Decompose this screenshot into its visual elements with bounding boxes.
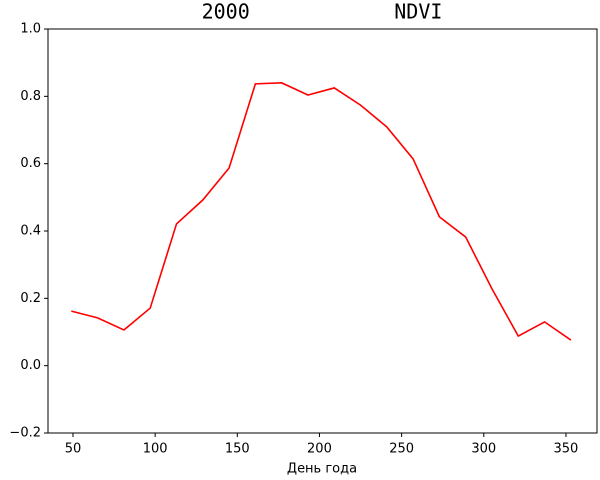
y-tick-label: 0.8 <box>20 89 41 104</box>
x-tick-label: 200 <box>307 442 332 457</box>
y-tick-label: 0.0 <box>20 358 41 373</box>
x-tick-label: 250 <box>389 442 414 457</box>
y-tick-label: 0.2 <box>20 291 41 306</box>
x-tick-label: 300 <box>471 442 496 457</box>
y-tick-label: −0.2 <box>9 426 41 441</box>
x-axis-label: День года <box>287 462 357 477</box>
plot-frame <box>47 28 598 434</box>
y-tick-label: 1.0 <box>20 22 41 37</box>
x-tick-label: 50 <box>65 442 82 457</box>
x-tick-label: 100 <box>143 442 168 457</box>
chart-title: 2000 NDVI <box>202 0 443 24</box>
data-line <box>71 82 572 341</box>
y-tick-label: 0.4 <box>20 224 41 239</box>
y-tick-label: 0.6 <box>20 156 41 171</box>
x-tick-label: 350 <box>554 442 579 457</box>
x-tick-label: 150 <box>225 442 250 457</box>
